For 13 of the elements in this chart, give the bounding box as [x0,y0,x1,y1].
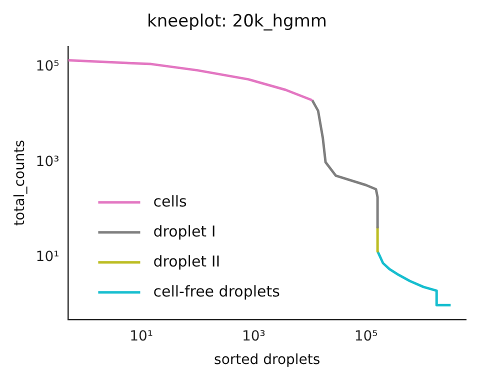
legend-label: droplet II [153,252,220,270]
x-tick-label: 10⁵ [354,328,378,344]
chart-title: kneeplot: 20k_hgmm [147,12,327,32]
legend-label: cells [153,192,188,210]
x-tick-label: 10³ [242,328,266,344]
y-tick-label: 10³ [36,154,60,170]
y-axis-title: total_counts [12,140,28,226]
legend-label: droplet I [153,222,216,240]
y-tick-label: 10⁵ [36,58,60,75]
legend-label: cell-free droplets [153,282,280,300]
x-tick-label: 10¹ [130,328,154,344]
x-axis-title: sorted droplets [214,352,320,368]
y-tick-label: 10¹ [36,249,60,266]
